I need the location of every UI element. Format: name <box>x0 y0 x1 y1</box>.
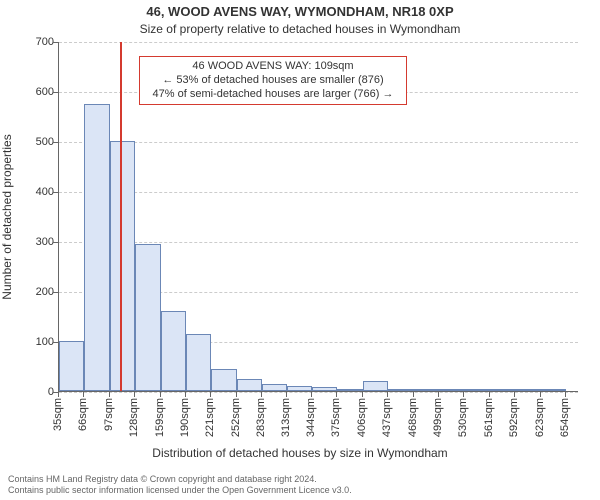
x-tick-label: 221sqm <box>204 398 216 437</box>
y-tick-label: 400 <box>14 186 54 198</box>
x-tick-label: 530sqm <box>457 398 469 437</box>
annotation-line-3: 47% of semi-detached houses are larger (… <box>146 88 400 102</box>
histogram-bar <box>211 369 236 392</box>
x-axis-title: Distribution of detached houses by size … <box>0 446 600 460</box>
y-tick-label: 0 <box>14 386 54 398</box>
footer-line-2: Contains public sector information licen… <box>8 485 352 496</box>
histogram-bar <box>287 386 312 391</box>
histogram-bar <box>414 389 439 391</box>
marker-line <box>120 42 122 391</box>
histogram-bar <box>135 244 160 392</box>
histogram-bar <box>490 389 515 391</box>
plot-area: 46 WOOD AVENS WAY: 109sqm ← 53% of detac… <box>58 42 578 392</box>
y-axis-title: Number of detached properties <box>0 134 14 299</box>
annotation-line-2: ← 53% of detached houses are smaller (87… <box>146 74 400 88</box>
x-tick-label: 97sqm <box>103 398 115 431</box>
chart-subtitle: Size of property relative to detached ho… <box>0 22 600 36</box>
chart-title: 46, WOOD AVENS WAY, WYMONDHAM, NR18 0XP <box>0 4 600 19</box>
histogram-bar <box>363 381 388 391</box>
histogram-bar <box>237 379 262 392</box>
histogram-bar <box>515 389 540 391</box>
histogram-bar <box>84 104 109 392</box>
footer-attribution: Contains HM Land Registry data © Crown c… <box>8 474 352 497</box>
x-tick-label: 468sqm <box>407 398 419 437</box>
x-tick-label: 283sqm <box>255 398 267 437</box>
histogram-bar <box>439 389 464 391</box>
x-tick-label: 35sqm <box>52 398 64 431</box>
histogram-bar <box>262 384 287 392</box>
histogram-bar <box>161 311 186 391</box>
x-tick-label: 623sqm <box>534 398 546 437</box>
histogram-bar <box>541 389 566 391</box>
x-tick-label: 252sqm <box>230 398 242 437</box>
x-tick-label: 344sqm <box>305 398 317 437</box>
x-tick-label: 437sqm <box>381 398 393 437</box>
x-tick-label: 375sqm <box>330 398 342 437</box>
x-tick-label: 190sqm <box>179 398 191 437</box>
x-tick-label: 561sqm <box>483 398 495 437</box>
histogram-bar <box>186 334 211 392</box>
y-tick-label: 600 <box>14 86 54 98</box>
annotation-box: 46 WOOD AVENS WAY: 109sqm ← 53% of detac… <box>139 56 407 105</box>
y-tick-label: 300 <box>14 236 54 248</box>
y-tick-label: 700 <box>14 36 54 48</box>
x-tick-label: 313sqm <box>280 398 292 437</box>
x-tick-label: 159sqm <box>154 398 166 437</box>
x-tick-label: 499sqm <box>432 398 444 437</box>
x-tick-label: 406sqm <box>356 398 368 437</box>
histogram-bar <box>388 389 413 391</box>
x-tick-label: 592sqm <box>508 398 520 437</box>
annotation-line-1: 46 WOOD AVENS WAY: 109sqm <box>146 60 400 74</box>
x-tick-label: 128sqm <box>128 398 140 437</box>
histogram-bar <box>110 141 135 391</box>
chart-root: 46, WOOD AVENS WAY, WYMONDHAM, NR18 0XP … <box>0 0 600 500</box>
y-tick-label: 500 <box>14 136 54 148</box>
y-tick-label: 100 <box>14 336 54 348</box>
histogram-bar <box>337 389 362 392</box>
histogram-bar <box>464 389 489 391</box>
histogram-bar <box>59 341 84 391</box>
y-tick-label: 200 <box>14 286 54 298</box>
histogram-bar <box>312 387 337 391</box>
x-tick-label: 66sqm <box>77 398 89 431</box>
footer-line-1: Contains HM Land Registry data © Crown c… <box>8 474 352 485</box>
x-tick-label: 654sqm <box>559 398 571 437</box>
